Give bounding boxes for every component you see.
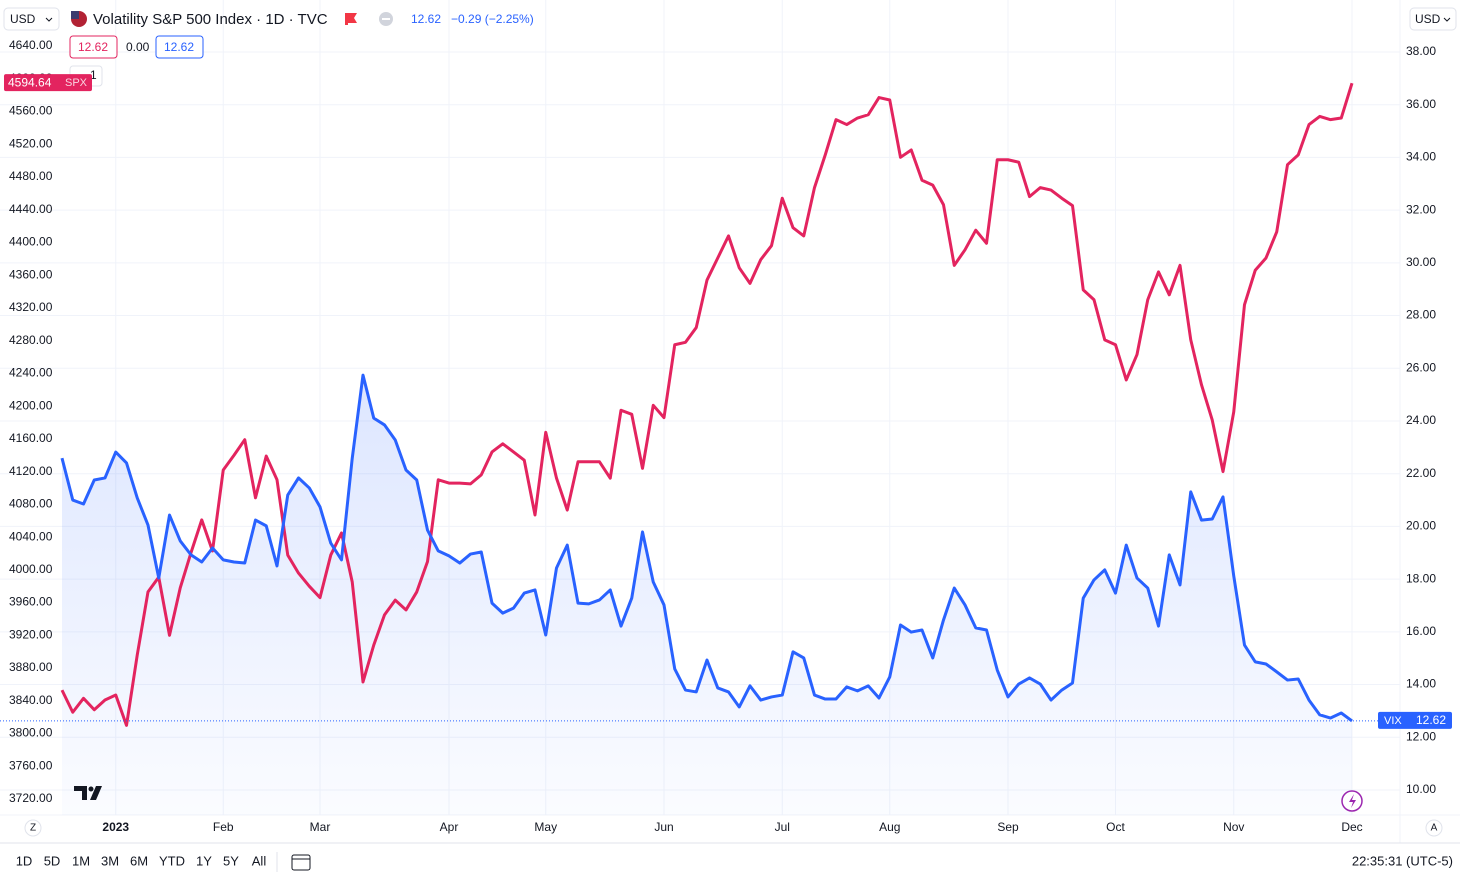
y-tick-label: 4000.00 — [9, 562, 53, 576]
scale-label[interactable]: Z — [30, 823, 36, 834]
x-tick-label: Aug — [879, 820, 900, 834]
y-tick-label: 4280.00 — [9, 333, 53, 347]
timeframe-button[interactable]: All — [252, 853, 267, 868]
price-tag-value: 12.62 — [1416, 713, 1446, 727]
x-tick-label: Mar — [310, 820, 331, 834]
x-tick-label: Dec — [1341, 820, 1362, 834]
collapse-count[interactable]: 1 — [90, 68, 97, 82]
y2-tick-label: 24.00 — [1406, 413, 1436, 427]
y-tick-label: 4320.00 — [9, 300, 53, 314]
y-tick-label: 4560.00 — [9, 104, 53, 118]
y-tick-label: 4120.00 — [9, 464, 53, 478]
y-tick-label: 4040.00 — [9, 529, 53, 543]
y-tick-label: 3800.00 — [9, 726, 53, 740]
y-tick-label: 4240.00 — [9, 366, 53, 380]
chevron — [1443, 17, 1451, 22]
scale-button[interactable] — [1425, 819, 1443, 837]
y-tick-label: 4480.00 — [9, 169, 53, 183]
logo — [74, 786, 102, 800]
y2-tick-label: 38.00 — [1406, 44, 1436, 58]
y-tick-label: 3920.00 — [9, 627, 53, 641]
y-tick-label: 4360.00 — [9, 267, 53, 281]
y-tick-label: 4440.00 — [9, 202, 53, 216]
timeframe-button[interactable]: 5D — [44, 853, 61, 868]
y-tick-label: 3960.00 — [9, 595, 53, 609]
overlay: USD Volatility S&P 500 Index · 1D · TVC … — [3, 7, 1457, 872]
y2-tick-label: 16.00 — [1406, 624, 1436, 638]
y2-tick-label: 20.00 — [1406, 519, 1436, 533]
legend-value: 12.62 — [78, 40, 108, 54]
y2-tick-label: 32.00 — [1406, 202, 1436, 216]
timeframe-button[interactable]: 3M — [101, 853, 119, 868]
scale-label[interactable]: A — [1431, 823, 1438, 834]
timeframe-button[interactable]: 1M — [72, 853, 90, 868]
timeframe-button[interactable]: 1D — [16, 853, 33, 868]
calendar-icon — [291, 854, 311, 871]
y2-tick-label: 22.00 — [1406, 466, 1436, 480]
y2-tick-label: 10.00 — [1406, 782, 1436, 796]
y2-tick-label: 36.00 — [1406, 97, 1436, 111]
legend-box — [155, 35, 204, 59]
y2-tick-label: 34.00 — [1406, 150, 1436, 164]
date-range-button[interactable] — [291, 854, 311, 871]
price-tag — [1378, 711, 1452, 729]
x-tick-label: 2023 — [102, 820, 129, 834]
line — [60, 373, 1353, 723]
price-tag-name: SPX — [65, 77, 88, 89]
timeframe-button[interactable]: 6M — [130, 853, 148, 868]
y2-tick-label: 18.00 — [1406, 571, 1436, 585]
x-tick-label: Sep — [997, 820, 1019, 834]
legend-value: 0.00 — [126, 40, 150, 54]
y2-tick-label: 28.00 — [1406, 308, 1436, 322]
price-tag-value: 4594.64 — [8, 75, 52, 89]
y2-tick-label: 12.00 — [1406, 729, 1436, 743]
chevron — [45, 17, 53, 22]
alert-icon — [1349, 794, 1356, 808]
y-tick-label: 3760.00 — [9, 758, 53, 772]
x-tick-label: Feb — [213, 820, 234, 834]
chart-title: Volatility S&P 500 Index · 1D · TVC — [93, 11, 328, 28]
currency-dropdown[interactable] — [1409, 7, 1457, 31]
currency-label[interactable]: USD — [1415, 12, 1441, 26]
y-tick-label: 3720.00 — [9, 791, 53, 805]
timeframe-button[interactable]: 1Y — [196, 853, 212, 868]
y2-tick-label: 30.00 — [1406, 255, 1436, 269]
scale-button[interactable] — [24, 819, 42, 837]
y-tick-label: 4640.00 — [9, 38, 53, 52]
timeframe-button[interactable]: YTD — [159, 853, 185, 868]
flag-icon-canton — [71, 11, 79, 19]
timeframe-button[interactable]: 5Y — [223, 853, 239, 868]
legend-box — [69, 35, 118, 59]
flag-marker[interactable] — [345, 13, 357, 25]
y-tick-label: 3880.00 — [9, 660, 53, 674]
plot-area: 10.0012.0014.0016.0018.0020.0022.0024.00… — [0, 0, 1436, 834]
x-tick-label: May — [534, 820, 557, 834]
x-tick-label: Jun — [654, 820, 673, 834]
y-tick-label: 4520.00 — [9, 136, 53, 150]
price-tag — [4, 74, 92, 92]
y-tick-label: 4080.00 — [9, 497, 53, 511]
x-tick-label: Nov — [1223, 820, 1244, 834]
y-tick-label: 4400.00 — [9, 235, 53, 249]
y-tick-label: 4160.00 — [9, 431, 53, 445]
price-tag-name: VIX — [1384, 715, 1402, 727]
currency-label[interactable]: USD — [10, 12, 36, 26]
y-tick-label: 3840.00 — [9, 693, 53, 707]
legend-value: 12.62 — [164, 40, 194, 54]
y2-tick-label: 14.00 — [1406, 677, 1436, 691]
currency-dropdown[interactable] — [3, 7, 60, 31]
y-tick-label: 4200.00 — [9, 398, 53, 412]
x-tick-label: Apr — [440, 820, 459, 834]
x-tick-label: Jul — [775, 820, 790, 834]
line — [60, 82, 1354, 727]
quote-change: −0.29 (−2.25%) — [451, 12, 534, 26]
x-tick-label: Oct — [1106, 820, 1125, 834]
area — [62, 375, 1352, 815]
clock: 22:35:31 (UTC-5) — [1352, 853, 1453, 868]
quote-last: 12.62 — [411, 12, 441, 26]
y2-tick-label: 26.00 — [1406, 360, 1436, 374]
logo-dot — [88, 786, 94, 792]
